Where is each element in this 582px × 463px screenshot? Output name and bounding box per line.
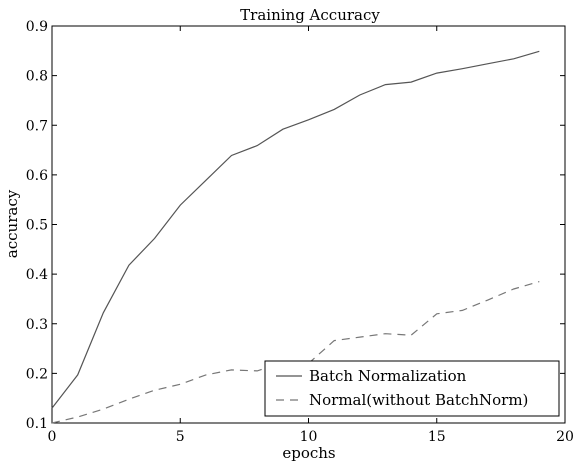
y-axis-label: accuracy [3, 189, 21, 258]
plot-area [51, 25, 566, 424]
legend-box [264, 360, 560, 417]
y-tick-label: 0.4 [26, 267, 48, 283]
legend-label-batch-normalization: Batch Normalization [309, 367, 467, 385]
y-tick-label: 0.2 [26, 366, 48, 382]
y-tick-label: 0.1 [26, 416, 48, 432]
legend: Batch Normalization Normal(without Batch… [264, 360, 560, 417]
y-tick-label: 0.3 [26, 317, 48, 333]
x-axis-label: epochs [282, 444, 335, 462]
y-tick-label: 0.6 [26, 168, 48, 184]
y-tick-label: 0.8 [26, 69, 48, 85]
axis-ticks: 0 5 10 15 20 0.1 0.2 0.3 0.4 0.5 0.6 0.7 0.8 0.9 [26, 19, 574, 445]
y-tick-label: 0.7 [26, 118, 48, 134]
x-tick-label: 10 [300, 429, 318, 445]
y-tick-label: 0.5 [26, 218, 48, 234]
x-tick-label: 20 [556, 429, 574, 445]
y-tick-label: 0.9 [26, 19, 48, 35]
x-tick-label: 5 [176, 429, 185, 445]
series-line-0 [51, 50, 540, 409]
chart-title: Training Accuracy [240, 6, 380, 24]
legend-label-normal-without-batchnorm: Normal(without BatchNorm) [309, 391, 528, 409]
x-tick-label: 15 [428, 429, 446, 445]
x-tick-label: 0 [48, 429, 57, 445]
